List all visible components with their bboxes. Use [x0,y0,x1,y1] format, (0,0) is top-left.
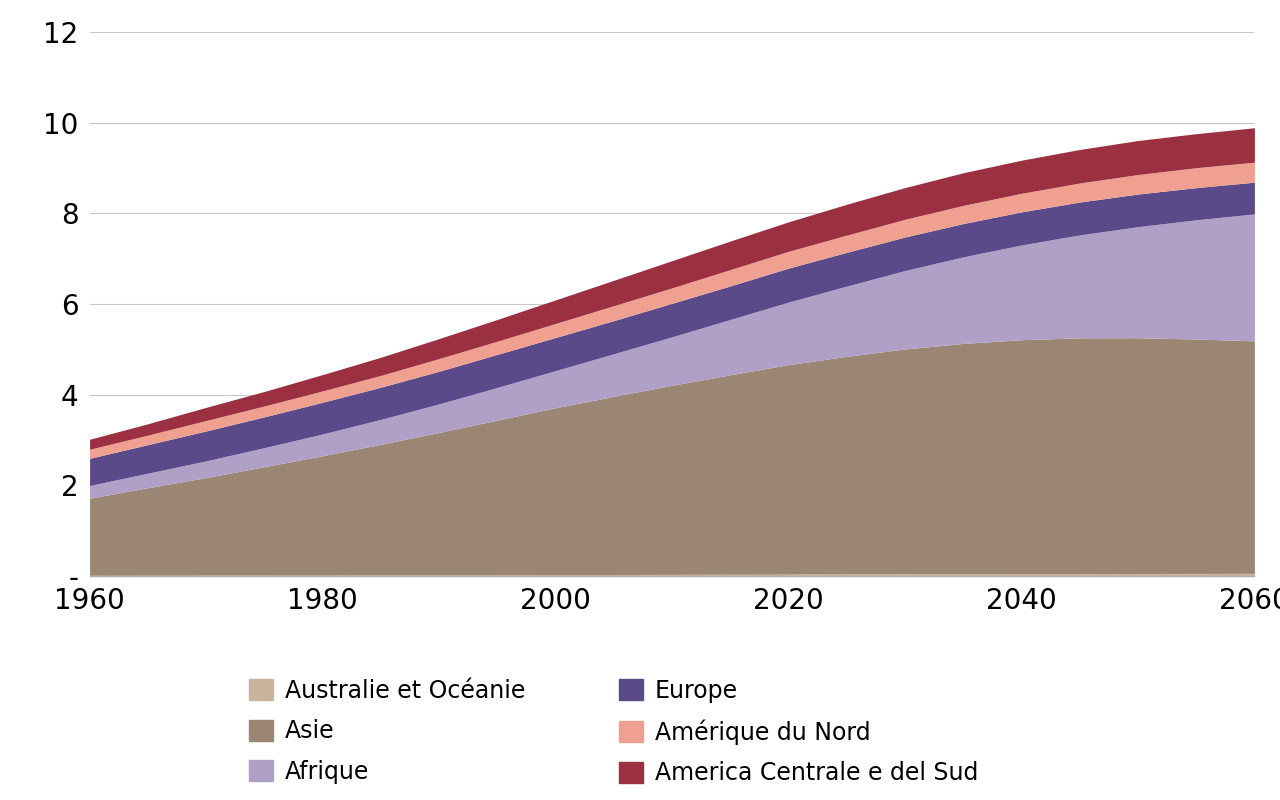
Legend: Australie et Océanie, Asie, Afrique, Europe, Amérique du Nord, America Centrale : Australie et Océanie, Asie, Afrique, Eur… [239,670,988,795]
